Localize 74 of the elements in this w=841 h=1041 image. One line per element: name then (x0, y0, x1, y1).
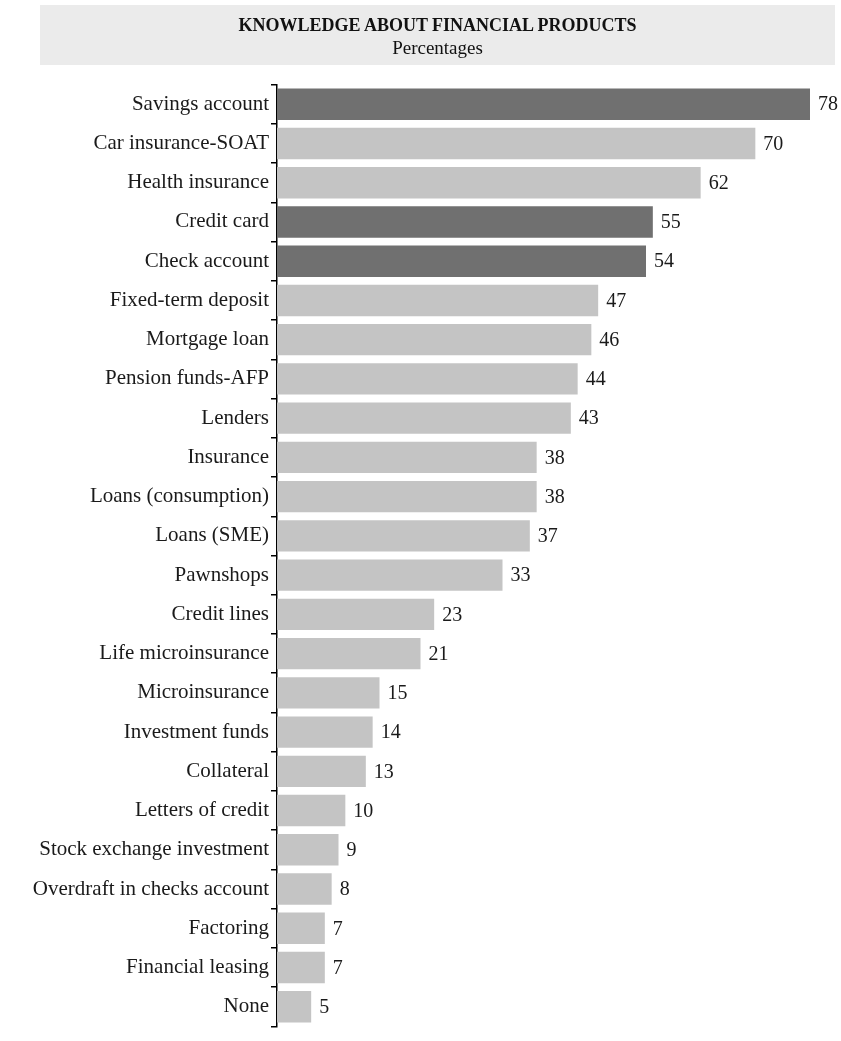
y-tick-label: Check account (144, 247, 270, 272)
y-tick-label: Microinsurance (137, 679, 269, 704)
bar (277, 323, 592, 356)
y-tick-label: Financial leasing (126, 954, 270, 979)
bar (277, 441, 537, 474)
bar (277, 755, 366, 788)
data-label: 38 (544, 445, 565, 468)
y-tick-label: Credit lines (171, 600, 269, 625)
data-label: 78 (818, 92, 838, 115)
bar (277, 873, 332, 905)
y-tick-label: Insurance (187, 443, 269, 468)
bar (277, 912, 325, 944)
bar (277, 88, 810, 120)
bar (277, 991, 312, 1023)
data-label: 23 (442, 602, 463, 625)
bar (277, 167, 701, 199)
y-tick-label: Stock exchange investment (39, 836, 270, 861)
data-label: 55 (660, 210, 681, 233)
bar (277, 716, 373, 748)
chart-subtitle: Percentages (391, 36, 484, 60)
data-label: 15 (387, 681, 408, 704)
bar (277, 520, 530, 552)
y-tick-label: Credit card (175, 208, 270, 233)
y-tick-label: Loans (consumption) (89, 483, 269, 508)
data-label: 5 (319, 995, 330, 1018)
data-label: 9 (346, 838, 357, 861)
bar (277, 284, 599, 317)
data-label: 13 (373, 759, 394, 782)
bar (277, 677, 380, 709)
y-tick-label: Lenders (201, 404, 269, 429)
bar (277, 598, 435, 631)
y-tick-label: Car insurance-SOAT (93, 129, 270, 154)
y-tick-label: Factoring (188, 914, 270, 939)
bar (277, 834, 339, 866)
y-tick-label: Life microinsurance (99, 640, 269, 665)
data-label: 37 (537, 524, 558, 547)
y-tick-label: Investment funds (123, 718, 269, 743)
y-tick-label: Fixed-term deposit (109, 286, 270, 311)
data-label: 62 (708, 170, 729, 193)
y-tick-label: Pawnshops (174, 561, 269, 586)
bar (277, 363, 578, 395)
bar (277, 245, 646, 277)
data-label: 33 (510, 563, 531, 586)
bar (277, 402, 571, 434)
data-label: 8 (339, 877, 350, 900)
y-tick-label: Pension funds-AFP (105, 365, 269, 390)
y-tick-label: Savings account (131, 90, 270, 115)
y-tick-label: Letters of credit (134, 797, 270, 822)
data-label: 54 (654, 249, 674, 272)
bar (277, 206, 653, 238)
data-label: 44 (585, 367, 606, 390)
data-label: 10 (353, 798, 374, 821)
bar (277, 127, 756, 160)
y-tick-label: Loans (SME) (155, 522, 269, 547)
y-tick-label: None (223, 993, 269, 1018)
y-tick-label: Health insurance (127, 169, 269, 194)
data-label: 38 (544, 484, 565, 507)
bar (277, 559, 503, 591)
data-label: 43 (578, 406, 599, 429)
data-label: 7 (332, 955, 343, 978)
data-label: 46 (599, 327, 620, 350)
bar (277, 794, 346, 827)
data-label: 21 (428, 641, 449, 664)
y-tick-label: Overdraft in checks account (32, 875, 270, 900)
y-tick-label: Mortgage loan (145, 326, 270, 351)
data-label: 70 (763, 131, 784, 154)
data-label: 14 (380, 720, 401, 743)
data-label: 47 (606, 288, 627, 311)
bar (277, 637, 421, 670)
bar (277, 951, 325, 984)
chart-title: KNOWLEDGE ABOUT FINANCIAL PRODUCTS (237, 14, 638, 36)
bar (277, 480, 537, 513)
y-tick-label: Collateral (186, 757, 270, 782)
data-label: 7 (332, 916, 343, 939)
